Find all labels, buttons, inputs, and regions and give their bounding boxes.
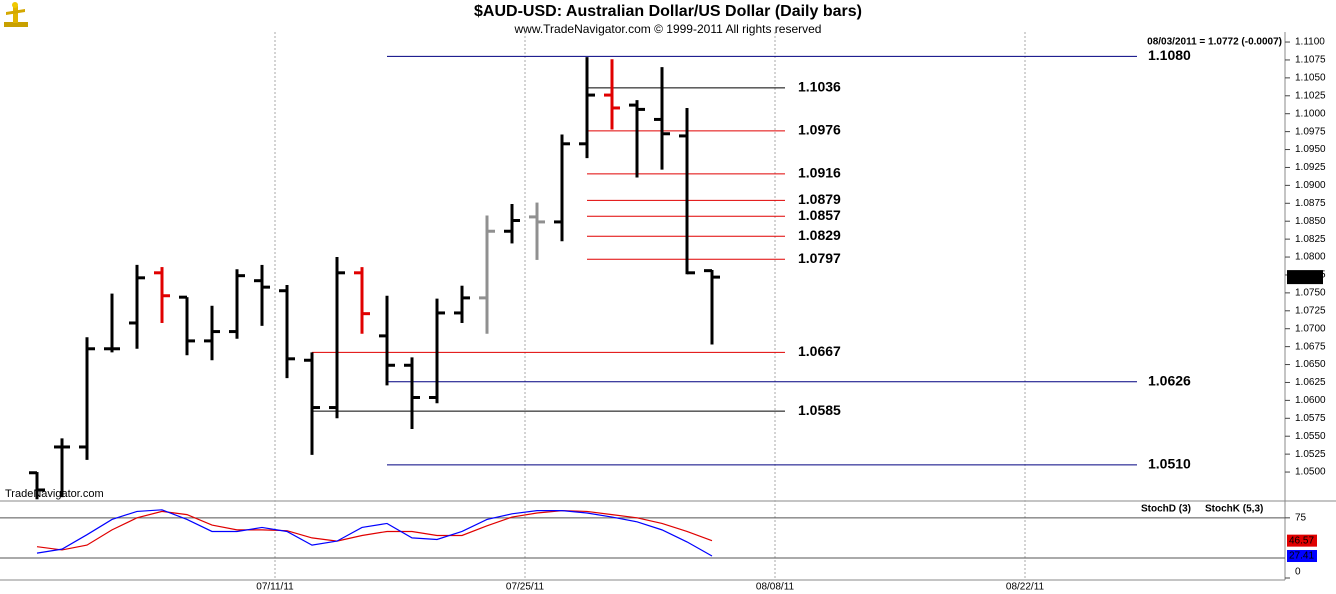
y-tick-label: 1.0975: [1295, 126, 1326, 137]
watermark: TradeNavigator.com: [5, 488, 104, 500]
level-label: 1.0585: [798, 402, 841, 418]
y-tick-label: 1.1075: [1295, 55, 1326, 66]
quote: 08/03/2011 = 1.0772 (-0.0007): [1147, 37, 1282, 48]
y-tick-label: 1.0575: [1295, 413, 1326, 424]
x-tick-label: 07/11/11: [256, 582, 294, 593]
level-label: 1.0667: [798, 343, 841, 359]
y-tick-label: 1.1025: [1295, 90, 1326, 101]
x-tick-label: 08/08/11: [756, 582, 795, 593]
logo: [4, 2, 28, 27]
chart-title: $AUD-USD: Australian Dollar/US Dollar (D…: [474, 3, 862, 20]
level-label: 1.1036: [798, 79, 841, 95]
level-label: 1.0797: [798, 250, 841, 266]
y-tick-label: 1.0950: [1295, 144, 1326, 155]
y-tick-label: 1.0725: [1295, 305, 1326, 316]
y-tick-label: 1.0825: [1295, 234, 1326, 245]
y-tick-label: 75: [1295, 512, 1307, 523]
y-tick-label: 1.0600: [1295, 395, 1326, 406]
level-label: 1.0916: [798, 165, 841, 181]
y-tick-label: 1.0625: [1295, 377, 1326, 388]
value-box: [1287, 534, 1317, 547]
x-tick-label: 07/25/11: [506, 582, 545, 593]
legend-label: StochK (5,3): [1205, 504, 1263, 515]
price-box: [1287, 270, 1323, 285]
y-tick-label: 1.0675: [1295, 341, 1326, 352]
y-tick-label: 1.0525: [1295, 449, 1326, 460]
y-tick-label: 1.0900: [1295, 180, 1326, 191]
value-box-label: 27.41: [1289, 551, 1314, 562]
value-box: [1287, 550, 1317, 563]
stoch-line: [36, 509, 713, 557]
y-tick-label: 1.0875: [1295, 198, 1326, 209]
level-label: 1.0829: [798, 227, 841, 243]
y-tick-label: 1.0650: [1295, 359, 1326, 370]
level-label: 1.0976: [798, 122, 841, 138]
y-tick-label: 1.0925: [1295, 162, 1326, 173]
y-tick-label: 1.1000: [1295, 108, 1326, 119]
level-label: 1.0510: [1148, 456, 1191, 472]
level-label: 1.1080: [1148, 47, 1191, 63]
y-tick-label: 1.0550: [1295, 431, 1326, 442]
price-box-label: 1.0772: [1289, 272, 1320, 283]
x-tick-label: 08/22/11: [1006, 582, 1045, 593]
y-tick-label: 0: [1295, 567, 1301, 578]
stoch-line: [36, 510, 713, 551]
y-tick-label: 1.1100: [1295, 37, 1325, 48]
y-tick-label: 1.0750: [1295, 288, 1326, 299]
y-tick-label: 1.1050: [1295, 73, 1326, 84]
chart-subtitle: www.TradeNavigator.com © 1999-2011 All r…: [514, 22, 822, 36]
level-label: 1.0626: [1148, 372, 1191, 388]
value-box-label: 46.57: [1289, 535, 1314, 546]
legend-label: StochD (3): [1141, 504, 1191, 515]
y-tick-label: 1.0700: [1295, 323, 1326, 334]
level-label: 1.0857: [798, 207, 841, 223]
level-label: 1.0879: [798, 191, 841, 207]
y-tick-label: 1.0850: [1295, 216, 1326, 227]
y-tick-label: 1.0500: [1295, 467, 1326, 478]
y-tick-label: 1.0800: [1295, 252, 1326, 263]
